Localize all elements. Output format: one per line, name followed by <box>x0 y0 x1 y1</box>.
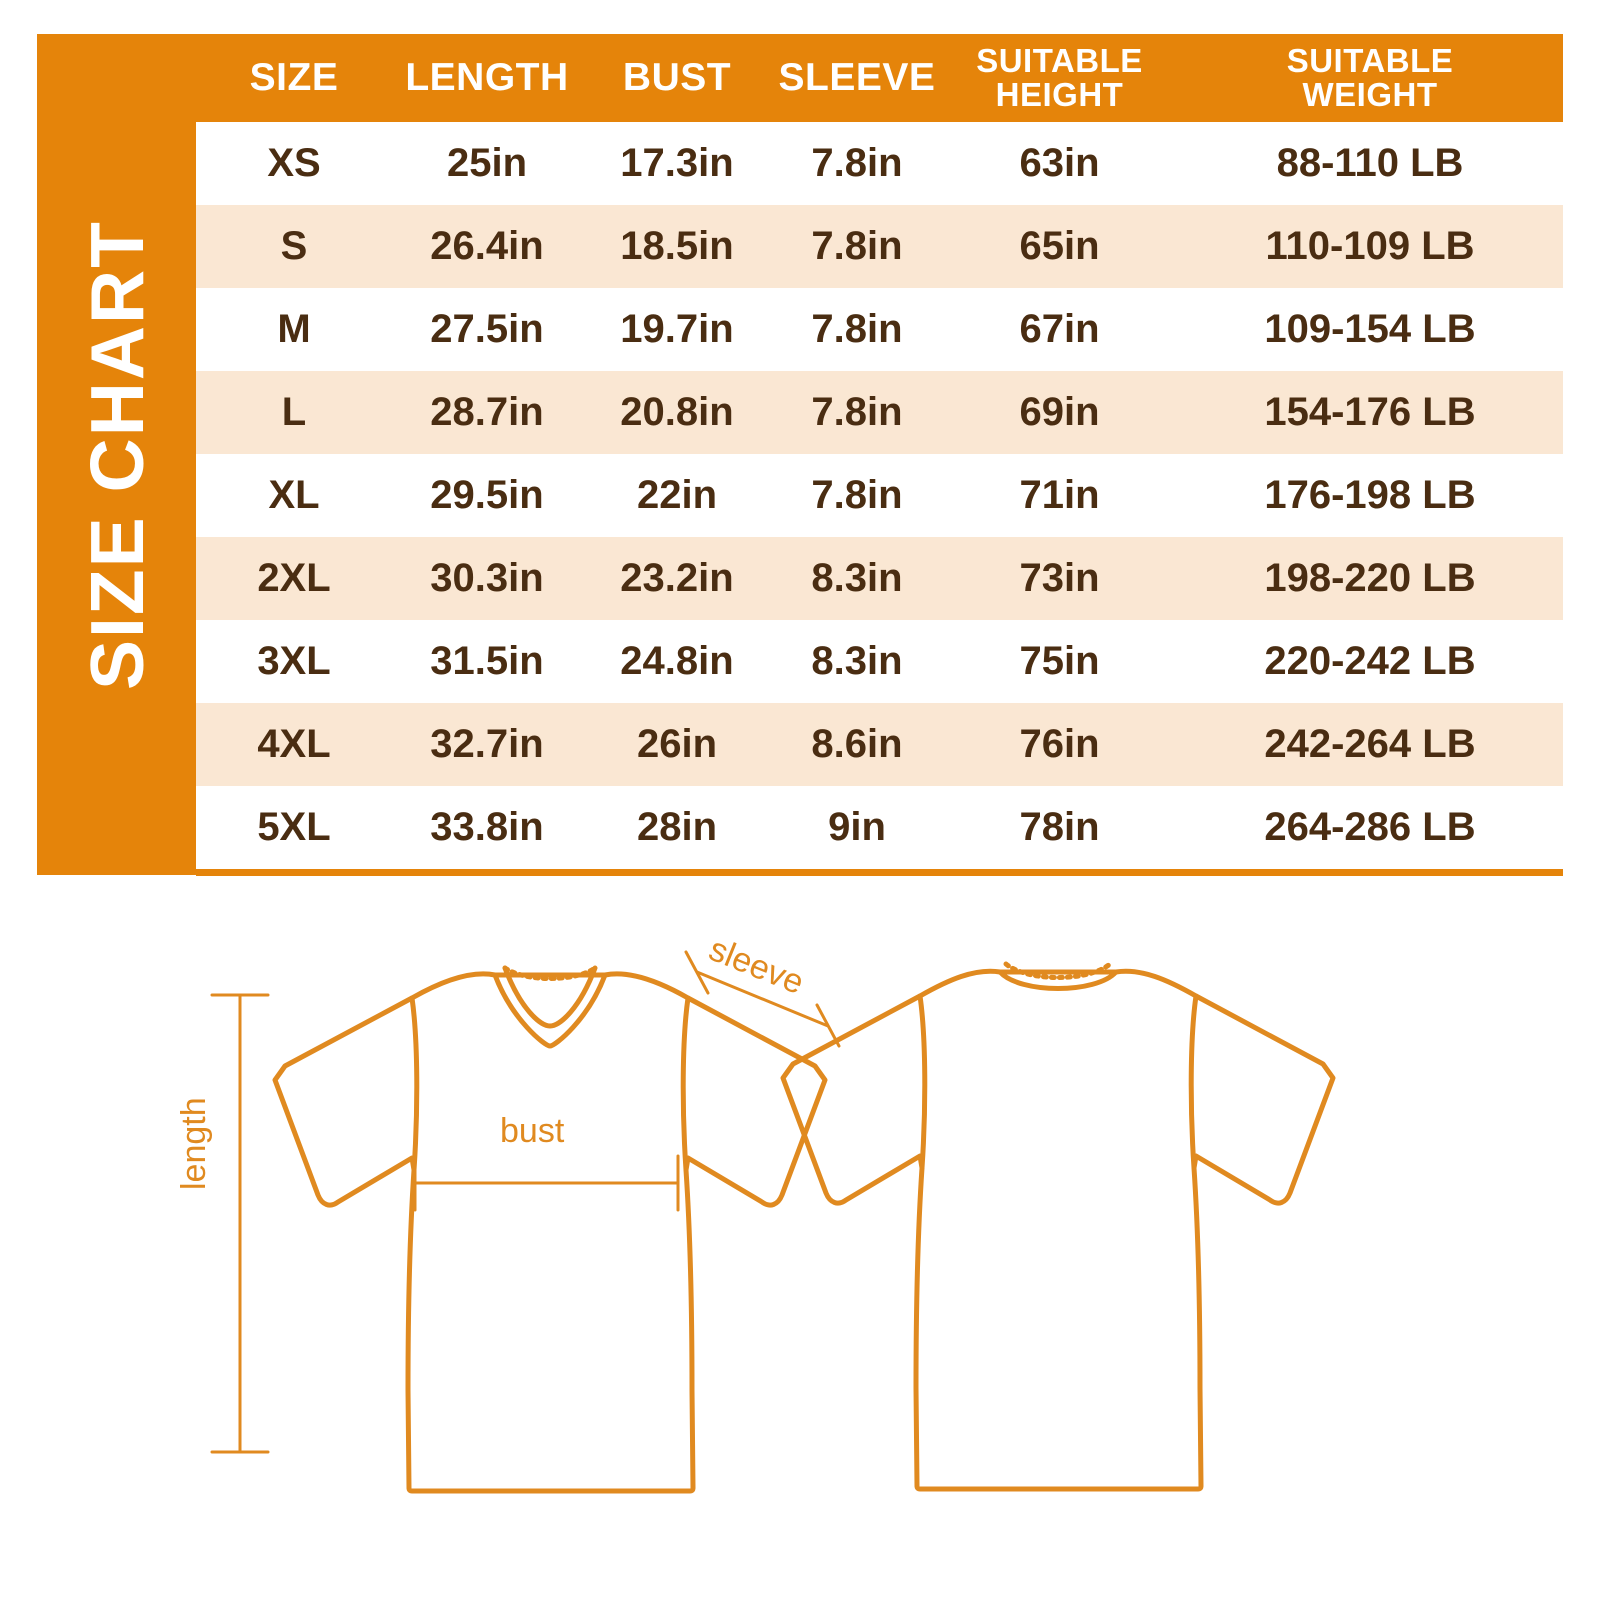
cell-suitable-weight: 110-109 LB <box>1177 205 1563 288</box>
column-header-suitable-height-line1: SUITABLE <box>976 42 1143 80</box>
cell-sleeve: 7.8in <box>772 454 942 537</box>
cell-length: 33.8in <box>392 786 582 876</box>
length-label: length <box>175 1097 213 1190</box>
cell-suitable-weight: 242-264 LB <box>1177 703 1563 786</box>
cell-suitable-height: 75in <box>942 620 1177 703</box>
cell-size: 2XL <box>196 537 392 620</box>
table-row: S 26.4in 18.5in 7.8in 65in 110-109 LB <box>196 205 1563 288</box>
cell-length: 28.7in <box>392 371 582 454</box>
table-header-row: SIZE LENGTH BUST SLEEVE SUITABLE HEIGHT … <box>196 34 1563 122</box>
column-header-size-text: SIZE <box>249 56 339 100</box>
table-row: 5XL 33.8in 28in 9in 78in 264-286 LB <box>196 786 1563 876</box>
cell-sleeve: 7.8in <box>772 122 942 205</box>
cell-suitable-weight: 88-110 LB <box>1177 122 1563 205</box>
cell-sleeve: 7.8in <box>772 205 942 288</box>
column-header-suitable-weight: SUITABLE WEIGHT <box>1177 34 1563 122</box>
table-row: 4XL 32.7in 26in 8.6in 76in 242-264 LB <box>196 703 1563 786</box>
cell-size: S <box>196 205 392 288</box>
length-dimension-line <box>210 993 270 1454</box>
cell-size: 3XL <box>196 620 392 703</box>
cell-bust: 24.8in <box>582 620 772 703</box>
cell-suitable-weight: 264-286 LB <box>1177 786 1563 876</box>
tshirt-back-outline <box>780 961 1336 1492</box>
column-header-sleeve-text: SLEEVE <box>778 56 936 100</box>
cell-length: 26.4in <box>392 205 582 288</box>
column-header-suitable-weight-line1: SUITABLE <box>1286 42 1454 80</box>
cell-bust: 19.7in <box>582 288 772 371</box>
cell-suitable-weight: 198-220 LB <box>1177 537 1563 620</box>
table-row: XL 29.5in 22in 7.8in 71in 176-198 LB <box>196 454 1563 537</box>
cell-length: 29.5in <box>392 454 582 537</box>
cell-sleeve: 8.6in <box>772 703 942 786</box>
size-chart-title-text: SIZE CHART <box>74 219 159 690</box>
cell-sleeve: 8.3in <box>772 537 942 620</box>
cell-size: 4XL <box>196 703 392 786</box>
column-header-length-text: LENGTH <box>405 56 569 100</box>
size-chart-table-wrapper: SIZE LENGTH BUST SLEEVE SUITABLE HEIGHT … <box>196 34 1563 876</box>
tshirt-front-outline <box>272 965 828 1494</box>
cell-suitable-height: 76in <box>942 703 1177 786</box>
tshirt-diagram-svg <box>210 950 1336 1494</box>
cell-sleeve: 7.8in <box>772 288 942 371</box>
cell-sleeve: 7.8in <box>772 371 942 454</box>
cell-length: 30.3in <box>392 537 582 620</box>
cell-size: L <box>196 371 392 454</box>
cell-length: 27.5in <box>392 288 582 371</box>
cell-bust: 28in <box>582 786 772 876</box>
cell-size: XS <box>196 122 392 205</box>
bust-label: bust <box>500 1112 565 1150</box>
cell-suitable-height: 65in <box>942 205 1177 288</box>
table-row: M 27.5in 19.7in 7.8in 67in 109-154 LB <box>196 288 1563 371</box>
cell-suitable-height: 78in <box>942 786 1177 876</box>
column-header-suitable-height-line2: HEIGHT <box>995 76 1124 113</box>
cell-bust: 23.2in <box>582 537 772 620</box>
tshirt-measurement-diagram: sleeve bust length <box>0 890 1600 1590</box>
sleeve-dimension-line <box>684 950 841 1048</box>
column-header-suitable-height: SUITABLE HEIGHT <box>942 34 1177 122</box>
cell-size: XL <box>196 454 392 537</box>
cell-bust: 17.3in <box>582 122 772 205</box>
table-row: L 28.7in 20.8in 7.8in 69in 154-176 LB <box>196 371 1563 454</box>
cell-suitable-weight: 176-198 LB <box>1177 454 1563 537</box>
cell-suitable-height: 63in <box>942 122 1177 205</box>
cell-sleeve: 8.3in <box>772 620 942 703</box>
cell-bust: 20.8in <box>582 371 772 454</box>
size-chart-title: SIZE CHART <box>37 34 196 875</box>
table-body: XS 25in 17.3in 7.8in 63in 88-110 LB S 26.4in 18… <box>196 122 1563 876</box>
cell-suitable-height: 67in <box>942 288 1177 371</box>
cell-bust: 18.5in <box>582 205 772 288</box>
cell-size: 5XL <box>196 786 392 876</box>
cell-length: 32.7in <box>392 703 582 786</box>
cell-suitable-height: 71in <box>942 454 1177 537</box>
cell-suitable-weight: 109-154 LB <box>1177 288 1563 371</box>
cell-length: 31.5in <box>392 620 582 703</box>
cell-suitable-height: 69in <box>942 371 1177 454</box>
column-header-sleeve: SLEEVE <box>772 34 942 122</box>
column-header-suitable-weight-line2: WEIGHT <box>1302 76 1438 113</box>
table-row: 3XL 31.5in 24.8in 8.3in 75in 220-242 LB <box>196 620 1563 703</box>
cell-length: 25in <box>392 122 582 205</box>
table-row: XS 25in 17.3in 7.8in 63in 88-110 LB <box>196 122 1563 205</box>
cell-bust: 26in <box>582 703 772 786</box>
cell-suitable-height: 73in <box>942 537 1177 620</box>
cell-bust: 22in <box>582 454 772 537</box>
cell-suitable-weight: 154-176 LB <box>1177 371 1563 454</box>
column-header-size: SIZE <box>196 34 392 122</box>
cell-sleeve: 9in <box>772 786 942 876</box>
cell-suitable-weight: 220-242 LB <box>1177 620 1563 703</box>
table-row: 2XL 30.3in 23.2in 8.3in 73in 198-220 LB <box>196 537 1563 620</box>
column-header-length: LENGTH <box>392 34 582 122</box>
column-header-bust-text: BUST <box>622 56 732 100</box>
bust-dimension-line <box>413 1154 680 1212</box>
size-chart-table: SIZE LENGTH BUST SLEEVE SUITABLE HEIGHT … <box>196 34 1563 876</box>
cell-size: M <box>196 288 392 371</box>
column-header-bust: BUST <box>582 34 772 122</box>
